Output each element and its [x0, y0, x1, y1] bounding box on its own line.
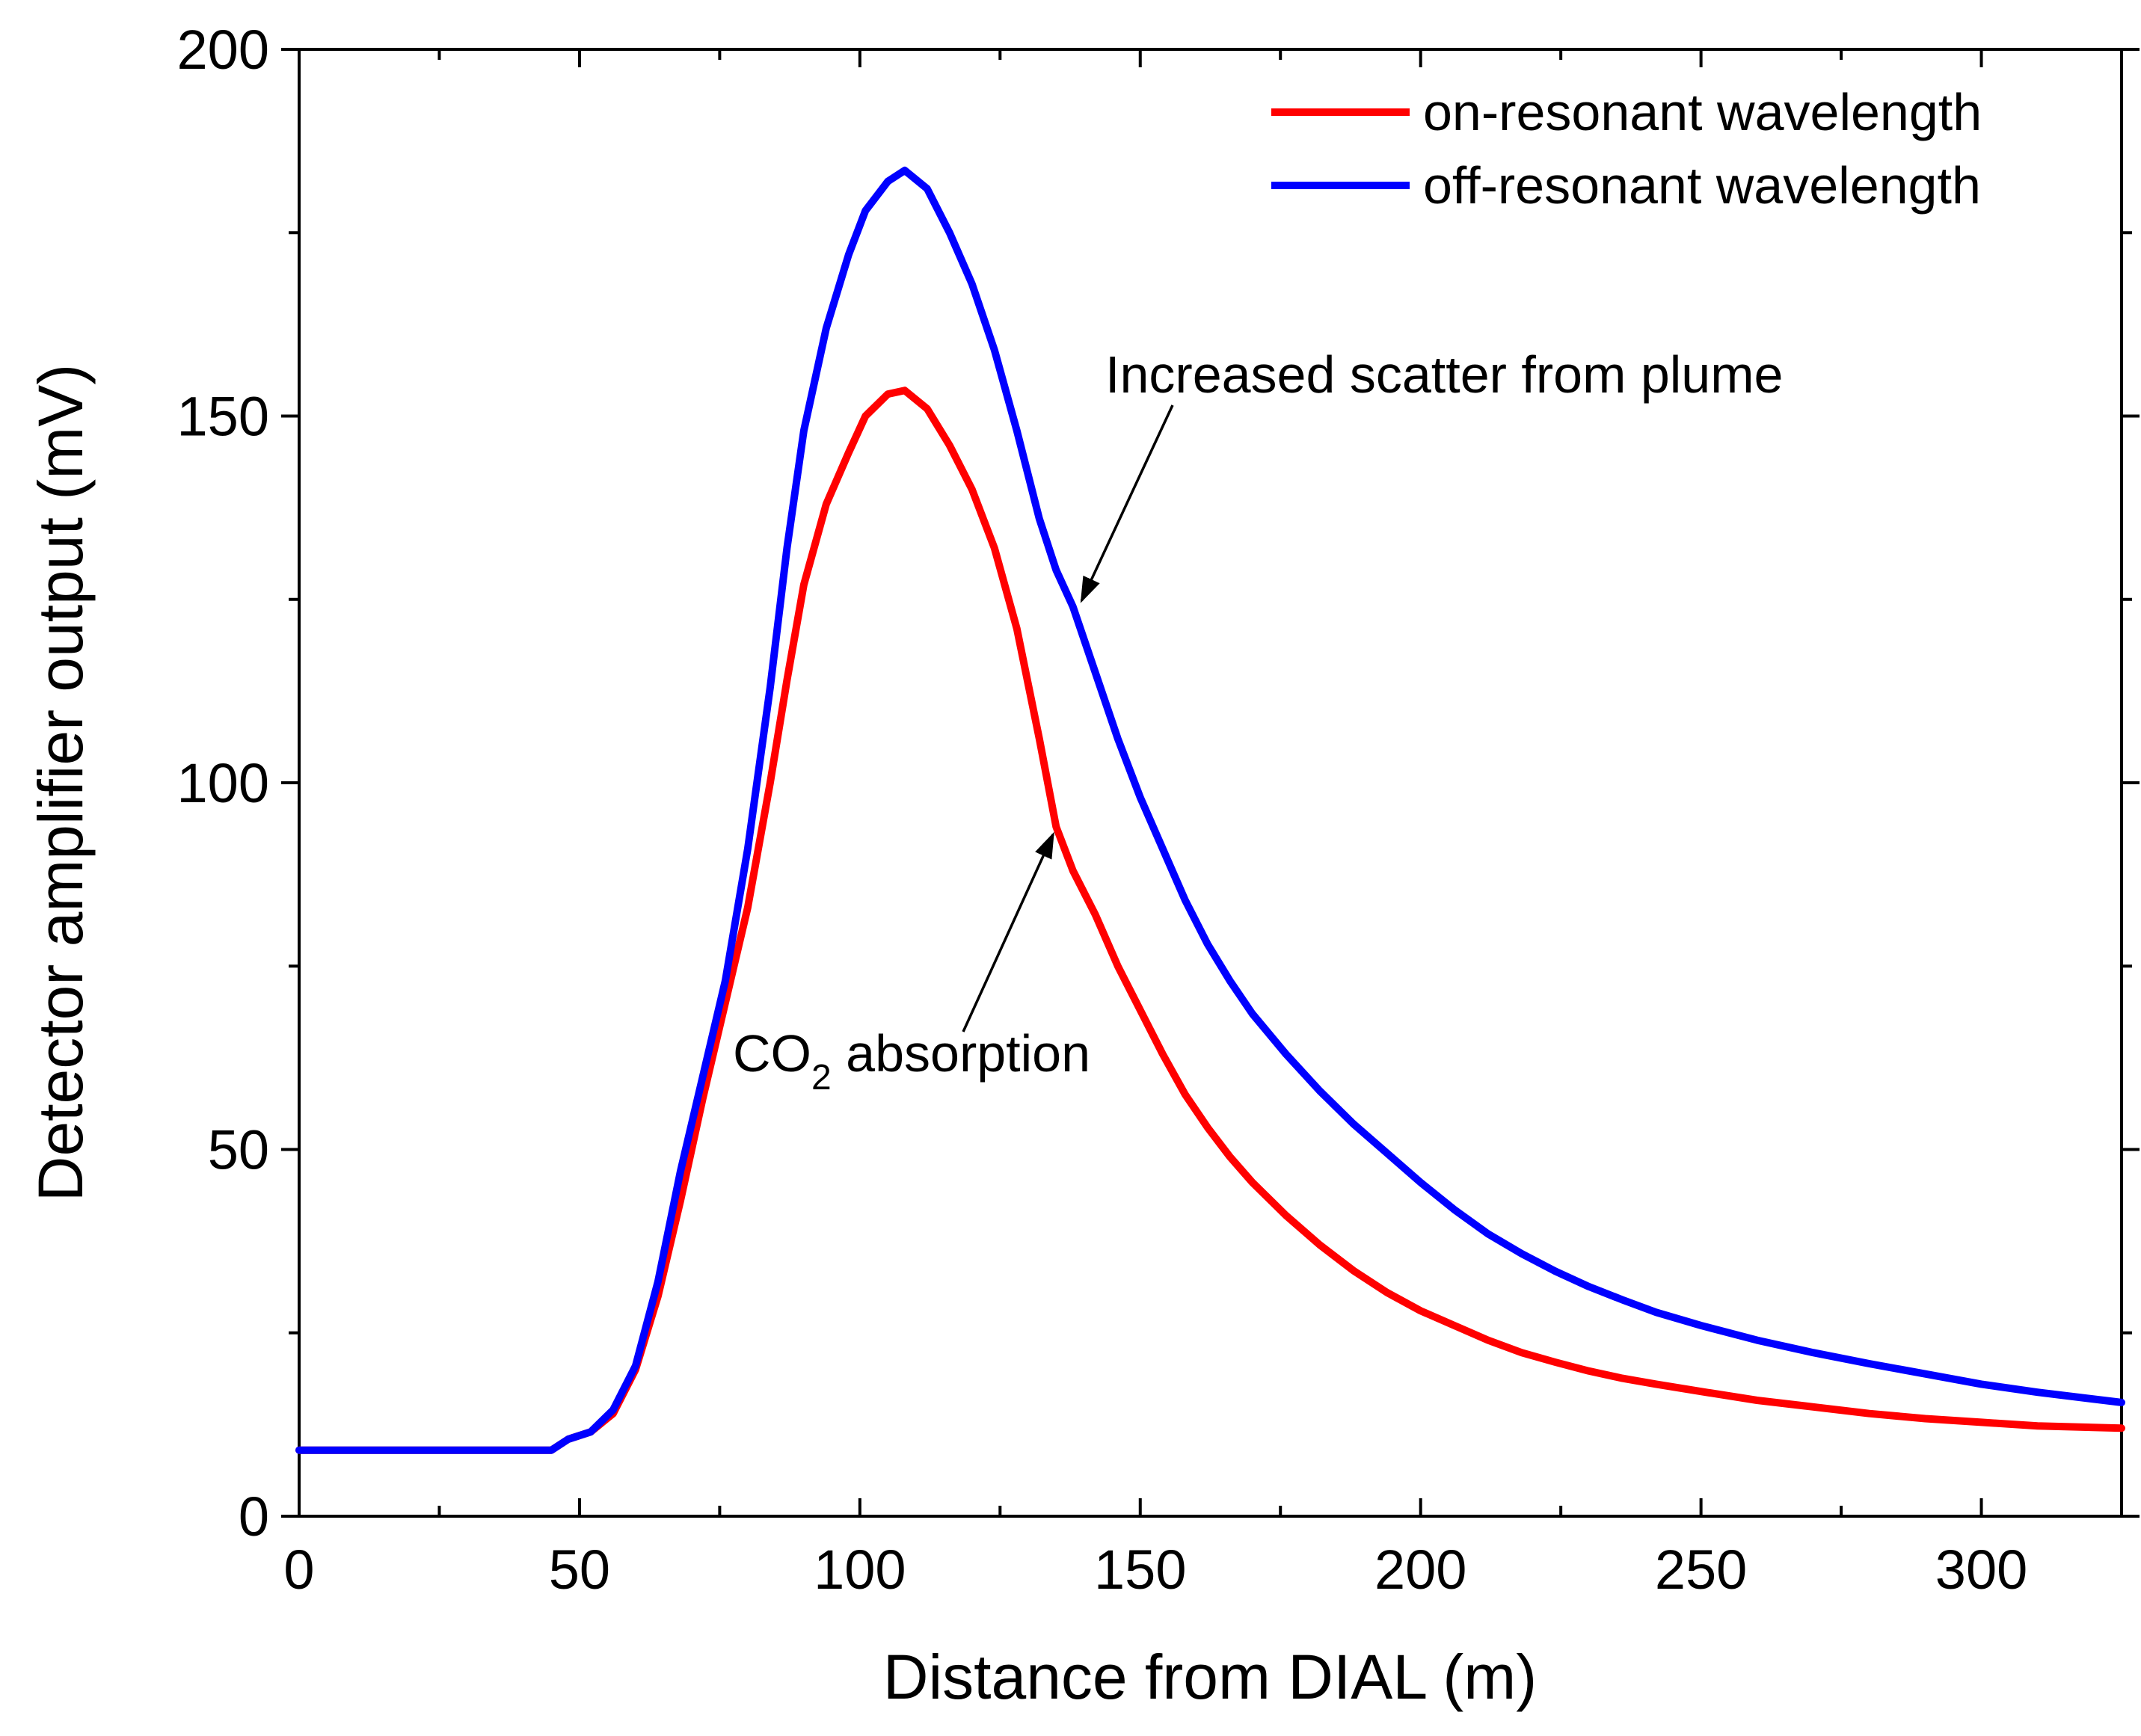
- y-tick-label: 0: [239, 1486, 269, 1548]
- legend: on-resonant wavelength off-resonant wave…: [1271, 83, 1982, 215]
- x-tick-label: 150: [1094, 1539, 1186, 1601]
- series-line-off-resonant: [295, 166, 2125, 1454]
- y-tick-label: 150: [177, 386, 269, 448]
- annotation-scatter-arrow: [1080, 404, 1174, 603]
- x-axis-label: Distance from DIAL (m): [883, 1642, 1537, 1712]
- plot-frame: [298, 48, 2123, 1518]
- legend-label-on-resonant: on-resonant wavelength: [1423, 83, 1982, 141]
- y-tick-label: 100: [177, 752, 269, 814]
- y-axis-tick-labels: 0 50 100 150 200: [177, 19, 269, 1548]
- x-tick-label: 200: [1374, 1539, 1466, 1601]
- x-tick-label: 250: [1655, 1539, 1747, 1601]
- y-axis-ticks: [281, 48, 2140, 1518]
- x-axis-tick-labels: 0 50 100 150 200 250 300: [283, 1539, 2027, 1601]
- series-lines: [295, 166, 2125, 1454]
- x-tick-label: 300: [1935, 1539, 2027, 1601]
- annotation-co2-subscript: 2: [811, 1058, 832, 1098]
- annotation-co2: CO2 absorption: [733, 831, 1090, 1098]
- annotation-co2-text: CO2 absorption: [733, 1024, 1090, 1098]
- annotation-scatter-text: Increased scatter from plume: [1105, 345, 1783, 404]
- x-tick-label: 100: [814, 1539, 906, 1601]
- annotation-scatter: Increased scatter from plume: [1080, 345, 1783, 603]
- y-axis-label: Detector amplifier output (mV): [25, 364, 96, 1201]
- x-tick-label: 50: [549, 1539, 610, 1601]
- y-tick-label: 200: [177, 19, 269, 81]
- y-tick-label: 50: [208, 1119, 269, 1181]
- x-tick-label: 0: [283, 1539, 314, 1601]
- annotation-co2-rest: absorption: [832, 1024, 1090, 1083]
- legend-label-off-resonant: off-resonant wavelength: [1423, 156, 1981, 215]
- series-line-on-resonant: [295, 387, 2125, 1454]
- annotation-co2-arrow: [962, 831, 1054, 1032]
- x-axis-ticks: [298, 49, 2123, 1516]
- annotation-co2-main: CO: [733, 1024, 811, 1083]
